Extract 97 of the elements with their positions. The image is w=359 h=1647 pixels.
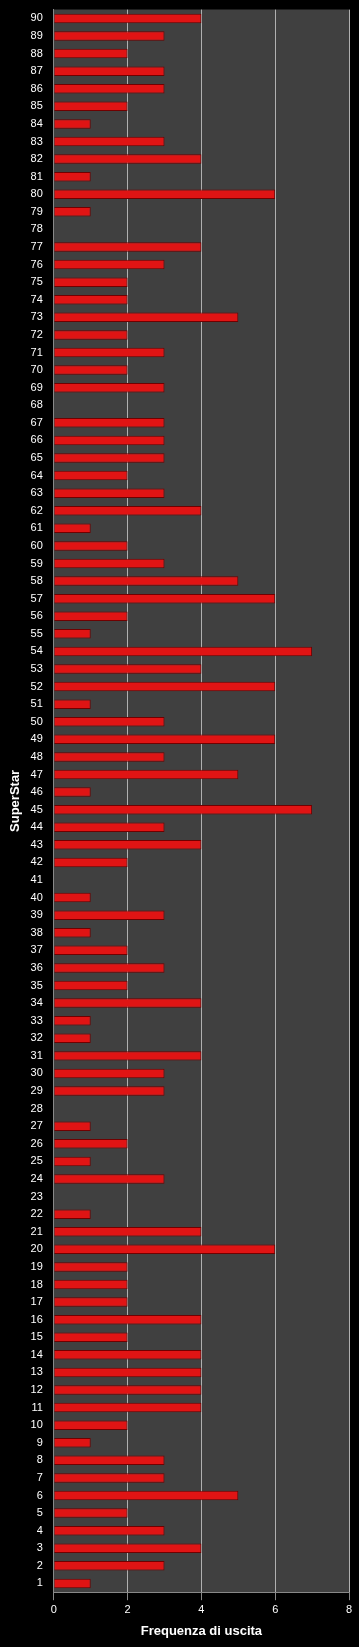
y-tick-label: 88 — [30, 46, 43, 59]
y-tick-label: 71 — [30, 345, 43, 358]
y-tick-label: 20 — [30, 1242, 43, 1255]
y-tick-label: 59 — [30, 556, 43, 569]
y-tick-label: 62 — [30, 503, 43, 516]
y-tick-label: 47 — [30, 767, 43, 780]
y-tick-label: 37 — [30, 943, 43, 956]
y-tick-label: 73 — [30, 310, 43, 323]
y-tick-label: 50 — [30, 714, 43, 727]
y-tick-label: 76 — [30, 257, 43, 270]
y-tick-label: 31 — [30, 1048, 43, 1061]
y-tick-label: 27 — [30, 1119, 43, 1132]
x-tick-label: 4 — [198, 1602, 205, 1615]
y-tick-label: 33 — [30, 1013, 43, 1026]
y-tick-label: 40 — [30, 890, 43, 903]
y-tick-label: 8 — [36, 1453, 43, 1466]
y-tick-label: 69 — [30, 380, 43, 393]
y-tick-label: 81 — [30, 169, 43, 182]
y-tick-label: 38 — [30, 925, 43, 938]
y-tick-label: 7 — [36, 1470, 43, 1483]
y-tick-label: 30 — [30, 1066, 43, 1079]
y-tick-label: 36 — [30, 960, 43, 973]
y-tick-label: 52 — [30, 679, 43, 692]
y-tick-label: 51 — [30, 697, 43, 710]
y-tick-label: 82 — [30, 152, 43, 165]
y-tick-label: 70 — [30, 363, 43, 376]
y-tick-label: 21 — [30, 1224, 43, 1237]
y-tick-label: 9 — [36, 1435, 43, 1448]
y-tick-label: 28 — [30, 1101, 43, 1114]
x-axis-title: Frequenza di uscita — [140, 1622, 263, 1638]
y-tick-label: 79 — [30, 204, 43, 217]
y-tick-label: 32 — [30, 1031, 43, 1044]
y-tick-label: 35 — [30, 978, 43, 991]
y-tick-label: 25 — [30, 1154, 43, 1167]
y-tick-label: 58 — [30, 574, 43, 587]
y-tick-label: 45 — [30, 802, 43, 815]
x-tick-label: 0 — [50, 1602, 57, 1615]
y-tick-label: 75 — [30, 275, 43, 288]
y-tick-label: 83 — [30, 134, 43, 147]
y-tick-label: 29 — [30, 1084, 43, 1097]
y-tick-label: 24 — [30, 1172, 43, 1184]
y-tick-label: 15 — [30, 1330, 43, 1343]
y-tick-label: 86 — [30, 81, 43, 94]
y-tick-label: 74 — [30, 292, 43, 305]
y-tick-label: 23 — [30, 1189, 43, 1202]
y-tick-label: 39 — [30, 908, 43, 921]
x-tick-label: 8 — [345, 1602, 353, 1615]
y-tick-label: 14 — [30, 1347, 43, 1360]
y-tick-label: 54 — [30, 644, 43, 657]
y-tick-label: 42 — [30, 855, 43, 868]
y-tick-label: 63 — [30, 486, 43, 499]
y-tick-label: 67 — [30, 415, 43, 428]
y-tick-label: 12 — [30, 1383, 43, 1396]
y-tick-label: 16 — [30, 1312, 43, 1325]
y-tick-label: 89 — [30, 29, 43, 42]
y-tick-label: 57 — [30, 591, 43, 604]
y-tick-label: 60 — [30, 538, 43, 551]
y-tick-label: 87 — [30, 64, 43, 77]
y-tick-label: 68 — [30, 398, 43, 411]
y-tick-label: 46 — [30, 785, 43, 798]
y-tick-label: 1 — [36, 1576, 43, 1589]
y-tick-label: 85 — [30, 99, 43, 112]
y-tick-label: 44 — [30, 820, 43, 833]
y-tick-label: 18 — [30, 1277, 43, 1290]
y-tick-label: 5 — [36, 1506, 43, 1519]
y-tick-label: 61 — [30, 521, 43, 534]
y-tick-label: 11 — [31, 1400, 43, 1413]
y-tick-label: 41 — [30, 873, 43, 886]
y-tick-label: 6 — [36, 1488, 43, 1501]
y-tick-label: 22 — [30, 1207, 43, 1220]
y-tick-label: 53 — [30, 662, 43, 675]
y-tick-label: 72 — [30, 327, 43, 340]
y-tick-label: 3 — [36, 1541, 43, 1554]
y-tick-label: 84 — [30, 116, 43, 129]
y-tick-label: 26 — [30, 1136, 43, 1149]
y-tick-label: 10 — [30, 1418, 43, 1431]
y-tick-label: 66 — [30, 433, 43, 446]
y-tick-label: 55 — [30, 626, 43, 639]
y-tick-label: 90 — [30, 11, 43, 24]
y-tick-label: 64 — [30, 468, 43, 481]
y-tick-label: 48 — [30, 749, 43, 762]
y-tick-label: 4 — [36, 1523, 43, 1536]
y-tick-label: 43 — [30, 837, 43, 850]
y-tick-label: 77 — [30, 240, 43, 253]
y-tick-label: 78 — [30, 222, 43, 235]
y-tick-label: 34 — [30, 996, 43, 1009]
y-tick-label: 13 — [30, 1365, 43, 1378]
y-axis-title: SuperStar — [7, 769, 23, 832]
x-tick-label: 2 — [124, 1602, 131, 1615]
x-tick-label: 6 — [272, 1602, 279, 1615]
y-tick-label: 17 — [30, 1295, 43, 1308]
y-tick-label: 2 — [36, 1558, 43, 1571]
y-tick-label: 56 — [30, 609, 43, 622]
y-tick-label: 65 — [30, 451, 43, 464]
y-tick-label: 80 — [30, 187, 43, 200]
y-tick-label: 49 — [30, 732, 43, 745]
y-tick-label: 19 — [30, 1259, 43, 1272]
